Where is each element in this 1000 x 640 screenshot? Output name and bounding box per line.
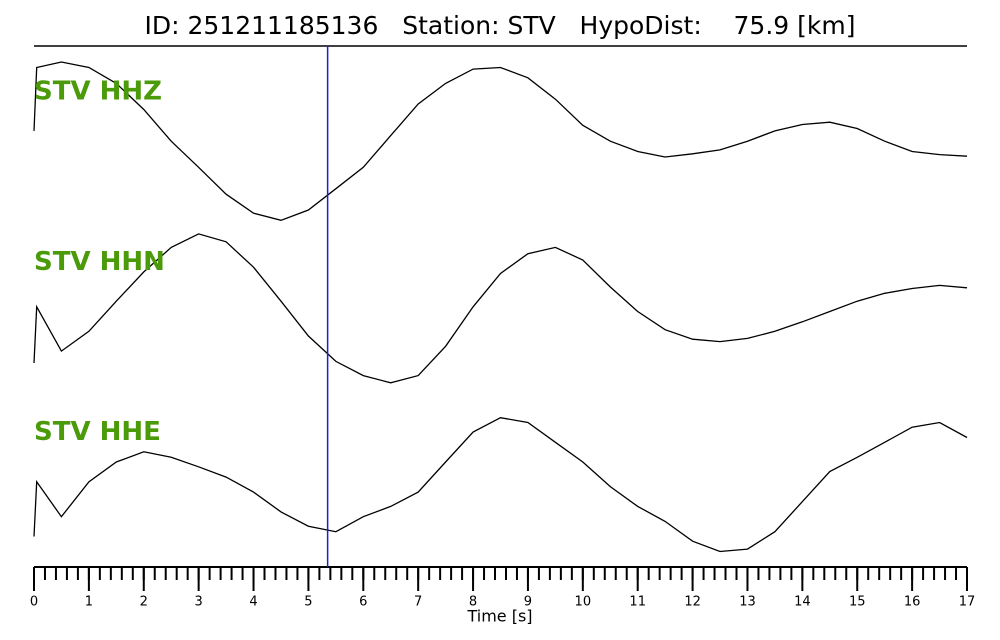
- x-tick-label: 17: [959, 595, 976, 610]
- trace: [33, 417, 968, 553]
- x-tick-label: 16: [904, 595, 921, 610]
- x-tick-label: 2: [140, 595, 148, 610]
- x-tick-label: 7: [414, 595, 422, 610]
- x-tick-label: 0: [30, 595, 38, 610]
- x-tick-label: 11: [629, 595, 646, 610]
- trace: [33, 233, 968, 384]
- trace: [33, 61, 968, 221]
- trace-label: STV HHE: [34, 417, 161, 447]
- x-tick-label: 13: [739, 595, 756, 610]
- x-tick-label: 1: [85, 595, 93, 610]
- x-tick-label: 12: [684, 595, 701, 610]
- chart-title: ID: 251211185136 Station: STV HypoDist: …: [145, 11, 856, 40]
- x-tick-label: 14: [794, 595, 811, 610]
- trace-label: STV HHZ: [34, 77, 162, 107]
- x-tick-label: 5: [304, 595, 312, 610]
- x-tick-label: 8: [469, 595, 477, 610]
- x-tick-label: 15: [849, 595, 866, 610]
- trace-label: STV HHN: [34, 247, 165, 277]
- x-axis-label: Time [s]: [466, 607, 532, 626]
- x-tick-label: 10: [575, 595, 592, 610]
- x-tick-label: 6: [359, 595, 367, 610]
- x-tick-label: 4: [249, 595, 257, 610]
- x-tick-label: 3: [195, 595, 203, 610]
- x-tick-label: 9: [524, 595, 532, 610]
